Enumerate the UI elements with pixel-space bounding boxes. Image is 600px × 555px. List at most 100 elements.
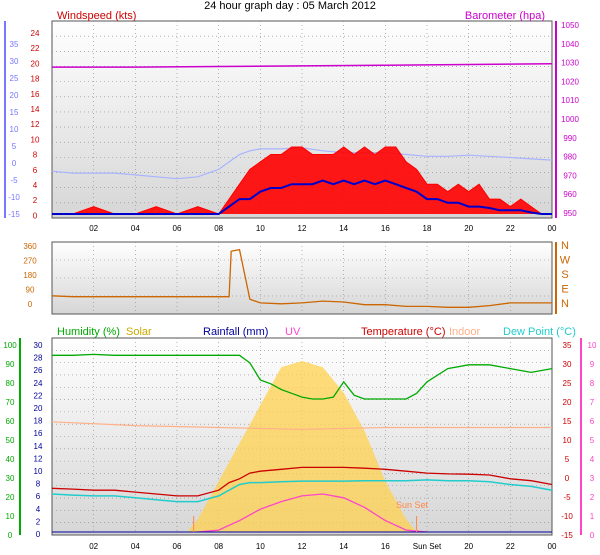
tick-label-rainfall: 8 [36,480,41,489]
tick-label-x-humidity: 10 [256,542,265,551]
tick-label-direction: 0 [28,300,33,309]
tick-label-wind-outer: -15 [8,210,20,219]
tick-label-wind-inner: 24 [31,29,40,38]
windspeed-line [52,146,552,215]
tick-label-rainfall: 6 [36,492,41,501]
sunset-annotation: Sun Set [396,500,429,510]
tick-label-barometer: 1000 [561,115,579,124]
solar-area [187,361,417,532]
tick-label-uv: 9 [590,360,595,369]
tick-label-direction: 90 [26,286,35,295]
tick-label-wind-outer: -5 [10,176,18,185]
tick-label-humidity: 80 [6,379,15,388]
tick-label-x-humidity: 02 [89,542,98,551]
tick-label-uv: 10 [588,341,597,350]
tick-label-x-wind: 10 [256,224,265,233]
tick-label-x-humidity: 06 [173,542,182,551]
temperature-line [51,466,553,497]
tick-label-x-humidity: 04 [131,542,140,551]
tick-label-x-humidity: 20 [464,542,473,551]
tick-label-wind-inner: 22 [31,44,40,53]
tick-label-rainfall: 0 [36,530,41,539]
tick-label-x-wind: 22 [506,224,515,233]
tick-label-wind-outer: 5 [12,142,17,151]
uv-label: UV [285,326,301,338]
tick-label-wind-outer: -10 [8,193,20,202]
tick-label-wind-inner: 8 [33,151,38,160]
tick-label-wind-outer: 20 [10,91,19,100]
dew-point-line [51,479,553,503]
tick-label-uv: 5 [590,436,595,445]
indoor-label: Indoor [449,326,481,338]
tick-label-wind-outer: 30 [10,57,19,66]
tick-label-wind-inner: 12 [31,120,40,129]
humidity-line [52,353,553,400]
tick-label-wind-inner: 16 [31,90,40,99]
tick-label-barometer: 1050 [561,21,579,30]
tick-label-barometer: 990 [563,134,577,143]
tick-label-wind-outer: 10 [10,125,19,134]
temperature-ghost-line [51,147,553,180]
tick-label-uv: 8 [590,379,595,388]
average-wind-line [52,179,552,215]
tick-label-rainfall: 12 [34,454,43,463]
tick-label-rainfall: 14 [34,442,43,451]
tick-label-humidity: 60 [6,417,15,426]
tick-label-barometer: 980 [563,153,577,162]
tick-label-x-humidity: 16 [381,542,390,551]
tick-label-uv: 3 [590,474,595,483]
tick-label-rainfall: 10 [34,467,43,476]
tick-label-humidity: 10 [6,512,15,521]
tick-label-wind-outer: 35 [10,40,19,49]
tick-label-barometer: 1020 [561,77,579,86]
tick-label-rainfall: 20 [34,404,43,413]
tick-label-wind-inner: 0 [33,211,38,220]
tick-label-rainfall: 4 [36,505,41,514]
tick-label-wind-outer: 0 [12,159,17,168]
humidity-label: Humidity (%) [57,326,120,338]
tick-label-direction: 360 [23,242,37,251]
tick-label-rainfall: 18 [34,417,43,426]
tick-label-temperature: 10 [563,436,572,445]
tick-label-humidity: 70 [6,398,15,407]
tick-label-temperature: 30 [563,360,572,369]
indoor-line [51,421,552,431]
tick-label-wind-inner: 20 [31,59,40,68]
tick-label-barometer: 950 [563,209,577,218]
tick-label-barometer: 960 [563,190,577,199]
tick-label-compass: W [560,255,571,267]
tick-label-x-humidity: Sun Set [413,542,442,551]
tick-label-wind-inner: 18 [31,75,40,84]
tick-label-rainfall: 16 [34,429,43,438]
tick-label-x-humidity: 22 [506,542,515,551]
tick-label-compass: N [561,298,569,310]
tick-label-wind-outer: 25 [10,74,19,83]
tick-label-temperature: -10 [561,512,573,521]
tick-label-wind-inner: 4 [33,181,38,190]
tick-label-humidity: 40 [6,455,15,464]
tick-label-uv: 4 [590,455,595,464]
axis-labels: 35302520151050-5-10-15242220181614121086… [3,21,597,551]
tick-label-x-wind: 16 [381,224,390,233]
tick-label-barometer: 970 [563,171,577,180]
tick-label-wind-inner: 2 [33,196,38,205]
tick-label-temperature: 5 [565,455,570,464]
tick-label-wind-inner: 6 [33,166,38,175]
tick-label-barometer: 1010 [561,96,579,105]
tick-label-compass: N [561,240,569,252]
tick-label-temperature: 20 [563,398,572,407]
tick-label-temperature: 35 [563,341,572,350]
tick-label-x-wind: 06 [173,224,182,233]
tick-label-humidity: 30 [6,474,15,483]
tick-label-rainfall: 24 [34,379,43,388]
tick-label-uv: 2 [590,493,595,502]
barometer-label: Barometer (hpa) [465,10,545,22]
tick-label-direction: 270 [23,257,37,266]
tick-label-rainfall: 30 [34,341,43,350]
tick-label-rainfall: 26 [34,366,43,375]
tick-label-humidity: 0 [8,531,13,540]
tick-label-uv: 7 [590,398,595,407]
tick-label-x-wind: 08 [214,224,223,233]
tick-label-x-wind: 00 [548,224,557,233]
